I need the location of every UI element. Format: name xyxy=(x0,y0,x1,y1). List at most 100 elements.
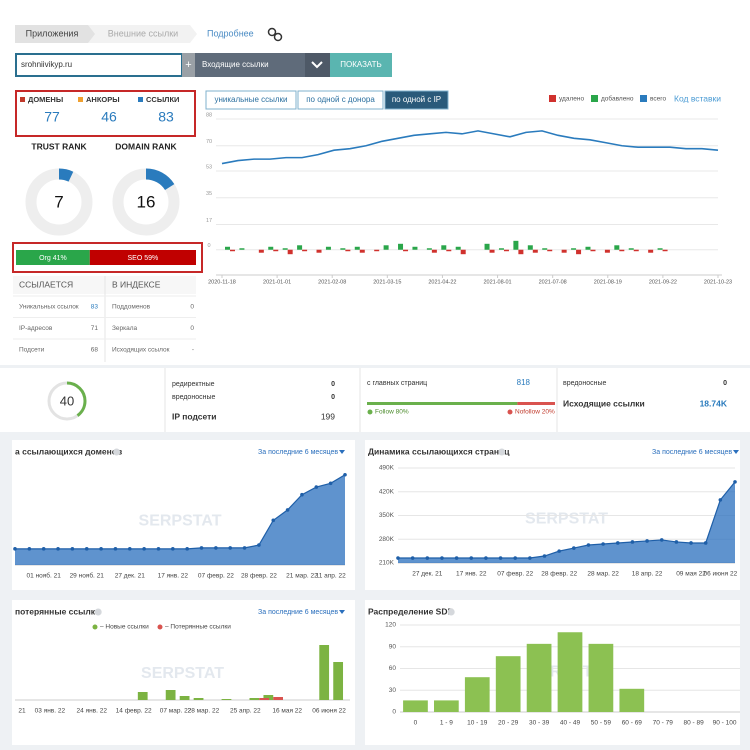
info-icon xyxy=(94,608,102,616)
info-icon xyxy=(447,608,455,616)
table-cell: IP-адресов xyxy=(19,325,53,332)
show-button[interactable] xyxy=(330,53,392,77)
summary-label: ДОМЕНЫ xyxy=(28,95,63,104)
x-tick-label: 14 февр. 22 xyxy=(116,708,152,715)
button-label: + xyxy=(185,59,191,71)
bar xyxy=(455,246,461,250)
x-tick-label: 18 апр. 22 xyxy=(632,571,663,578)
x-tick-label: 2021-01-01 xyxy=(263,279,291,285)
view-button[interactable] xyxy=(205,90,297,110)
bar xyxy=(297,245,303,250)
period-select[interactable]: За последние 6 месяцев xyxy=(258,609,338,616)
x-tick-label: 21 xyxy=(18,708,26,715)
button-label[interactable]: по одной с донора xyxy=(306,95,375,104)
x-tick-label: 07 мар. 22 xyxy=(160,708,192,715)
link[interactable]: Подробнее xyxy=(207,28,254,38)
bar xyxy=(489,249,495,253)
chevron xyxy=(733,450,739,454)
bar xyxy=(165,690,176,700)
tab-label[interactable]: Внешние ссылки xyxy=(108,28,178,38)
chart-card xyxy=(12,600,355,745)
tab-label[interactable]: Приложения xyxy=(26,28,79,38)
button-label[interactable]: уникальные ссылки xyxy=(214,95,287,104)
x-tick-label: 28 февр. 22 xyxy=(241,573,277,580)
point xyxy=(343,472,347,477)
ratio-label: SEO 59% xyxy=(128,255,159,262)
point xyxy=(396,556,400,560)
bar xyxy=(495,656,521,712)
point xyxy=(56,547,60,551)
x-tick-label: 06 июня 22 xyxy=(704,571,738,578)
x-tick-label: 03 янв. 22 xyxy=(35,708,66,715)
view-button[interactable] xyxy=(297,90,384,110)
tab-active[interactable] xyxy=(15,25,95,43)
bar xyxy=(333,662,344,700)
table-cell: 68 xyxy=(91,347,99,354)
link-icon xyxy=(267,27,277,37)
bar xyxy=(221,699,232,700)
bar xyxy=(571,248,577,250)
bar xyxy=(513,240,519,250)
summary-value: 46 xyxy=(101,109,117,125)
bar xyxy=(590,249,596,252)
period-select[interactable]: За последние 6 месяцев xyxy=(258,449,338,456)
bar xyxy=(282,248,288,250)
point xyxy=(113,547,118,551)
y-tick-label: 0 xyxy=(392,709,396,716)
bar xyxy=(547,249,553,252)
x-tick-label: 2020-11-18 xyxy=(208,279,236,285)
stat-value: 0 xyxy=(723,380,727,387)
legend-swatch xyxy=(591,95,598,102)
point xyxy=(586,543,591,547)
watermark: SERPSTAT xyxy=(525,511,608,528)
stat-label: вредоносные xyxy=(563,380,606,387)
view-button[interactable] xyxy=(384,90,449,110)
bar xyxy=(273,697,283,700)
bar xyxy=(619,688,645,712)
bar xyxy=(460,249,466,255)
x-tick-label: 17 янв. 22 xyxy=(456,571,487,578)
org-seo-box xyxy=(12,242,203,273)
point xyxy=(528,556,532,560)
point xyxy=(601,542,605,546)
point xyxy=(513,556,518,560)
x-tick-label: 24 янв. 22 xyxy=(77,708,108,715)
x-tick-label: 28 мар. 22 xyxy=(587,571,619,578)
link[interactable]: Код вставки xyxy=(674,93,721,103)
y-tick-label: 70 xyxy=(206,139,212,145)
x-tick-label: 07 февр. 22 xyxy=(497,571,533,578)
info-icon xyxy=(113,448,121,456)
button-label: ПОКАЗАТЬ xyxy=(340,60,382,69)
point xyxy=(454,556,459,560)
info-icon xyxy=(498,448,506,456)
point xyxy=(689,541,693,545)
plus-button[interactable] xyxy=(182,53,195,77)
x-tick-label: 40 - 49 xyxy=(560,720,581,727)
x-tick-label: 2021-02-08 xyxy=(318,279,346,285)
select-arrow[interactable] xyxy=(305,53,330,77)
bar xyxy=(403,700,428,712)
bar xyxy=(302,249,308,252)
point xyxy=(27,547,32,551)
bar xyxy=(604,249,610,253)
x-tick-label: 20 - 29 xyxy=(498,720,519,727)
period-select[interactable]: За последние 6 месяцев xyxy=(652,449,732,456)
button-label[interactable]: по одной с IP xyxy=(392,95,441,104)
point xyxy=(542,554,547,558)
mode-select[interactable] xyxy=(195,53,305,77)
summary-label: АНКОРЫ xyxy=(86,95,120,104)
y-tick-label: 53 xyxy=(206,164,212,170)
stat-value: 0 xyxy=(331,394,335,401)
y-tick-label: 210K xyxy=(379,560,395,567)
table-cell: 0 xyxy=(190,304,194,311)
ratio-segment xyxy=(89,250,196,265)
point xyxy=(659,538,664,542)
tab[interactable] xyxy=(88,25,197,43)
bar xyxy=(359,249,365,253)
point xyxy=(469,556,474,560)
point xyxy=(41,547,46,551)
point xyxy=(185,547,189,551)
x-tick-label: 50 - 59 xyxy=(591,720,612,727)
point xyxy=(242,546,247,550)
chevron xyxy=(339,450,345,454)
